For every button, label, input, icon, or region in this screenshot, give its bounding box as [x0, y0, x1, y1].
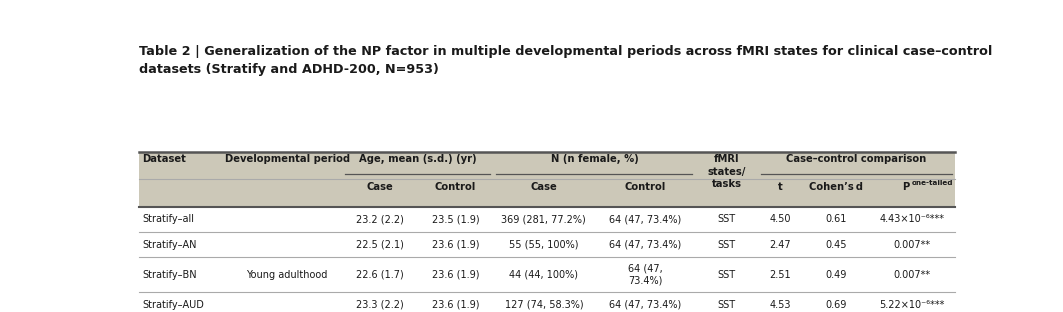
Text: 22.5 (2.1): 22.5 (2.1): [356, 240, 404, 250]
Text: 23.6 (1.9): 23.6 (1.9): [432, 270, 479, 280]
Text: 127 (74, 58.3%): 127 (74, 58.3%): [505, 300, 584, 310]
Text: Stratify–AN: Stratify–AN: [142, 240, 198, 250]
Text: 5.22×10⁻⁶***: 5.22×10⁻⁶***: [879, 300, 945, 310]
Text: P: P: [902, 182, 910, 192]
Text: 55 (55, 100%): 55 (55, 100%): [509, 240, 578, 250]
Text: one-tailed: one-tailed: [911, 180, 952, 186]
Text: 4.43×10⁻⁶***: 4.43×10⁻⁶***: [879, 214, 945, 224]
Text: Age, mean (s.d.) (yr): Age, mean (s.d.) (yr): [359, 154, 476, 164]
Text: Table 2 | Generalization of the NP factor in multiple developmental periods acro: Table 2 | Generalization of the NP facto…: [139, 45, 993, 58]
Text: SST: SST: [718, 300, 736, 310]
Text: 64 (47, 73.4%): 64 (47, 73.4%): [609, 300, 681, 310]
Text: 22.6 (1.7): 22.6 (1.7): [356, 270, 404, 280]
Text: 64 (47, 73.4%): 64 (47, 73.4%): [609, 240, 681, 250]
Text: 64 (47,
73.4%): 64 (47, 73.4%): [628, 264, 662, 285]
Text: 2.51: 2.51: [770, 270, 791, 280]
Text: t: t: [777, 182, 782, 192]
Text: Case: Case: [530, 182, 557, 192]
Text: 4.50: 4.50: [770, 214, 791, 224]
Bar: [139, 257, 955, 292]
Text: Case–control comparison: Case–control comparison: [787, 154, 927, 164]
Text: Case: Case: [367, 182, 393, 192]
Text: Control: Control: [624, 182, 665, 192]
Text: 44 (44, 100%): 44 (44, 100%): [509, 270, 578, 280]
Text: 23.3 (2.2): 23.3 (2.2): [356, 300, 404, 310]
Text: 23.6 (1.9): 23.6 (1.9): [432, 300, 479, 310]
Text: Young adulthood: Young adulthood: [247, 270, 327, 280]
Bar: [139, 232, 955, 257]
Bar: [139, 207, 955, 232]
Text: Dataset: Dataset: [142, 154, 186, 164]
Text: SST: SST: [718, 214, 736, 224]
Text: SST: SST: [718, 240, 736, 250]
Text: Cohen’s d: Cohen’s d: [809, 182, 863, 192]
Text: N (n female, %): N (n female, %): [551, 154, 639, 164]
Text: Developmental period: Developmental period: [224, 154, 350, 164]
Text: 369 (281, 77.2%): 369 (281, 77.2%): [502, 214, 586, 224]
Text: 0.007**: 0.007**: [894, 240, 931, 250]
Text: 0.61: 0.61: [825, 214, 846, 224]
Text: Stratify–BN: Stratify–BN: [142, 270, 198, 280]
Text: Stratify–AUD: Stratify–AUD: [142, 300, 205, 310]
Text: 4.53: 4.53: [770, 300, 791, 310]
Text: 0.49: 0.49: [825, 270, 846, 280]
Text: 23.5 (1.9): 23.5 (1.9): [432, 214, 479, 224]
Text: 23.2 (2.2): 23.2 (2.2): [356, 214, 404, 224]
Text: 64 (47, 73.4%): 64 (47, 73.4%): [609, 214, 681, 224]
Text: SST: SST: [718, 270, 736, 280]
Text: 0.007**: 0.007**: [894, 270, 931, 280]
Text: 0.69: 0.69: [825, 300, 846, 310]
Text: datasets (Stratify and ADHD-200, ​N=953): datasets (Stratify and ADHD-200, ​N=953): [139, 45, 439, 76]
Text: 23.6 (1.9): 23.6 (1.9): [432, 240, 479, 250]
Text: 2.47: 2.47: [770, 240, 791, 250]
Text: 0.45: 0.45: [825, 240, 846, 250]
Text: Control: Control: [435, 182, 476, 192]
Bar: [139, 152, 955, 207]
Text: fMRI
states/
tasks: fMRI states/ tasks: [708, 154, 746, 189]
Bar: [139, 292, 955, 312]
Text: Stratify–all: Stratify–all: [142, 214, 195, 224]
